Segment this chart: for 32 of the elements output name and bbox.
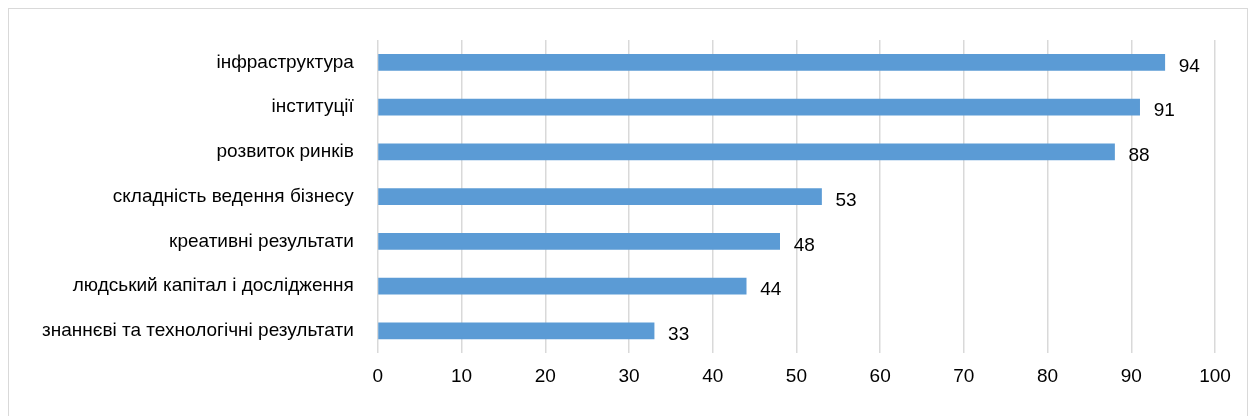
x-tick-label: 90 <box>1120 364 1142 386</box>
bar <box>378 233 780 250</box>
y-tick-label: креативні результати <box>169 229 354 251</box>
y-tick-label: інфраструктура <box>216 50 355 72</box>
bar <box>378 143 1115 161</box>
x-tick-label: 70 <box>953 364 975 386</box>
y-tick-label: людський капітал і дослідження <box>72 274 354 296</box>
bar <box>378 277 747 295</box>
y-tick-label: складність ведення бізнесу <box>112 184 355 206</box>
bar <box>378 188 822 205</box>
data-label: 48 <box>793 233 815 255</box>
data-label: 33 <box>668 323 690 345</box>
y-tick-label: знаннєві та технологічні результати <box>41 319 354 341</box>
x-tick-label: 20 <box>534 364 556 386</box>
x-tick-label: 10 <box>450 364 473 386</box>
x-tick-label: 50 <box>785 364 807 386</box>
data-label: 94 <box>1178 54 1201 76</box>
y-tick-label: розвиток ринків <box>216 140 354 162</box>
bar <box>378 98 1140 116</box>
data-label: 44 <box>760 278 782 300</box>
bar <box>378 54 1166 71</box>
x-tick-label: 60 <box>869 364 891 386</box>
data-label: 53 <box>835 188 857 210</box>
bar <box>378 322 655 340</box>
x-tick-label: 80 <box>1036 364 1059 386</box>
data-label: 91 <box>1153 99 1175 121</box>
x-tick-label: 100 <box>1199 364 1231 386</box>
y-tick-label: інституції <box>271 95 355 117</box>
x-tick-label: 30 <box>618 364 640 386</box>
x-tick-label: 0 <box>372 364 384 386</box>
x-tick-label: 40 <box>702 364 724 386</box>
data-label: 88 <box>1128 144 1150 166</box>
